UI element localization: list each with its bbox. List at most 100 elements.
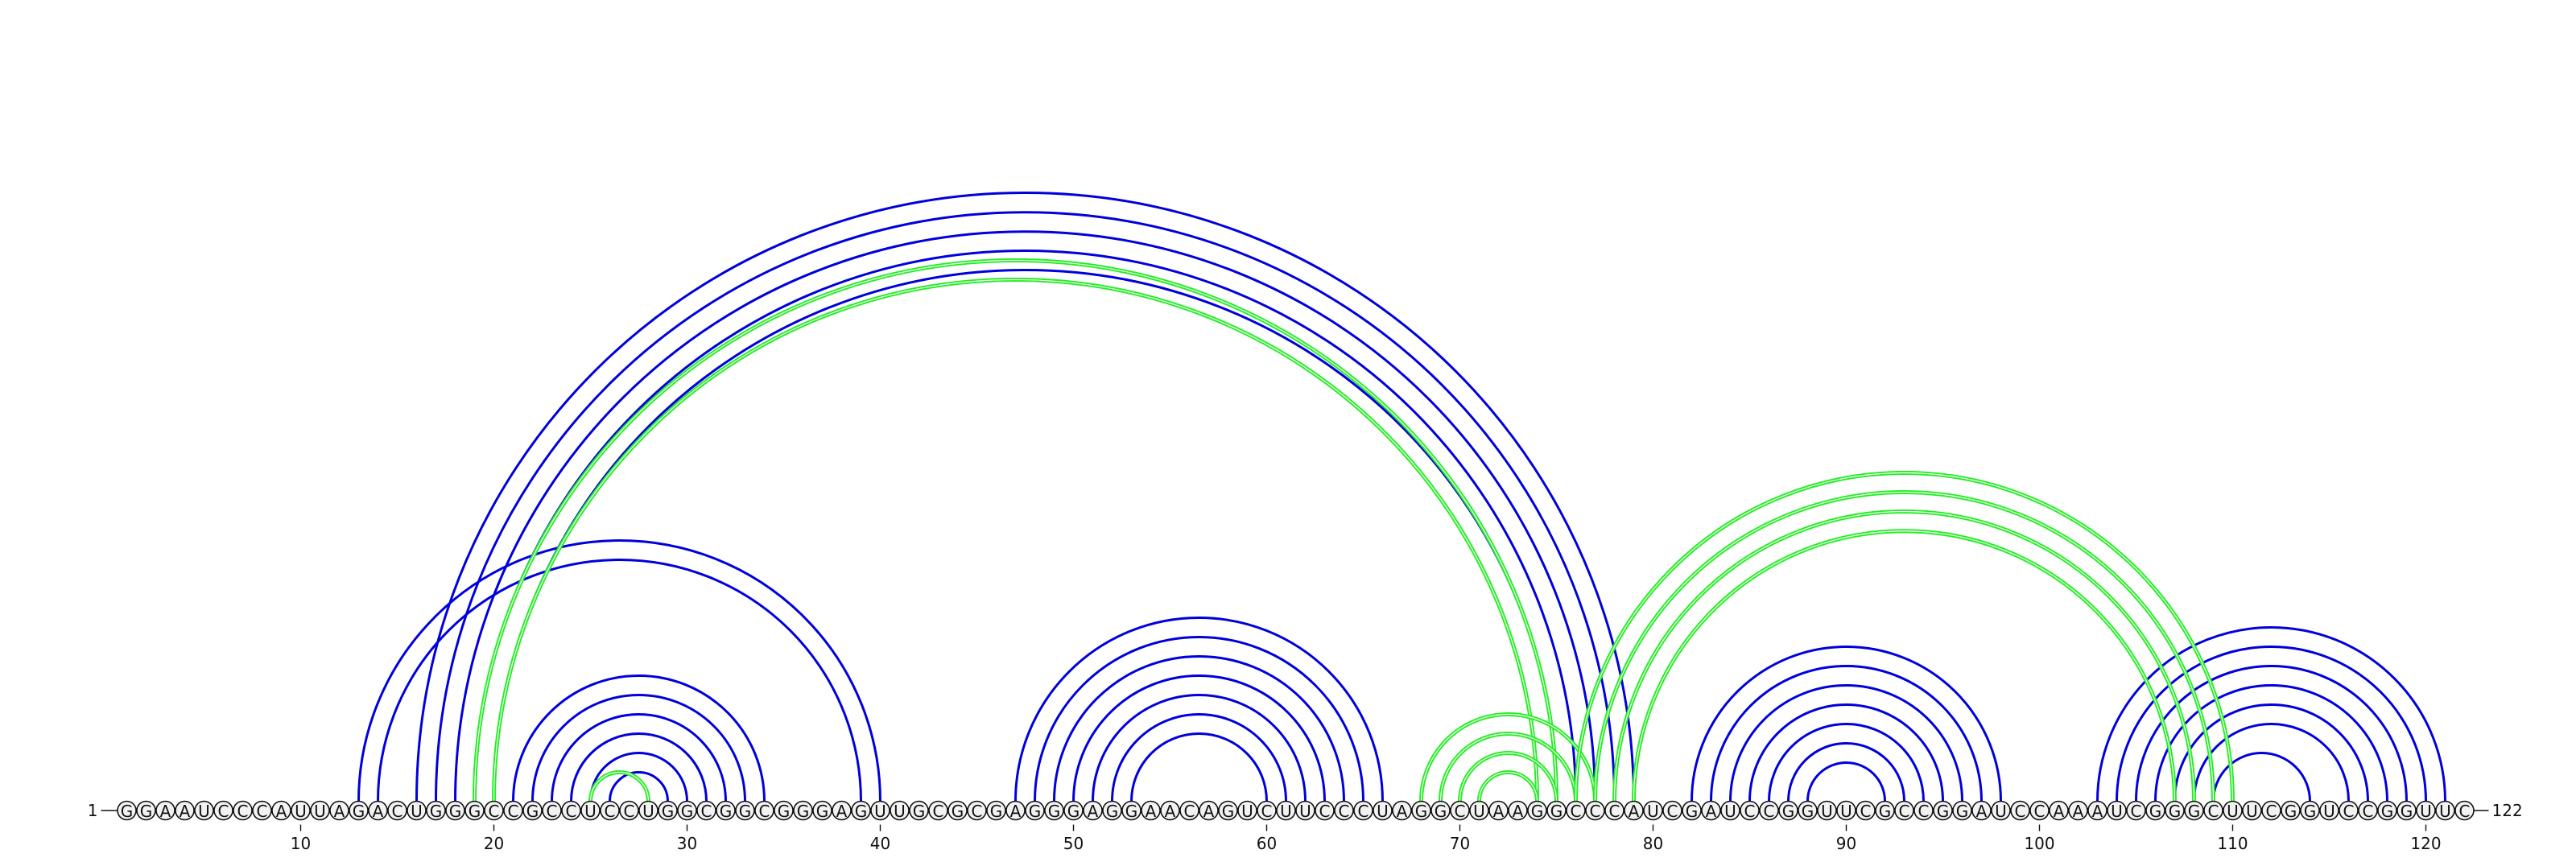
base-pair-arc-109-114 [2212,752,2311,802]
nucleotide-13: G [349,800,369,821]
nucleotide-letter: G [121,802,134,821]
nucleotide-circle [2242,800,2262,821]
nucleotide-letter: U [2111,802,2123,821]
nucleotide-23: C [542,800,562,821]
nucleotide-circle [1488,800,1509,821]
nucleotide-circle [909,800,929,821]
base-pair-arc-107-117 [2174,703,2369,802]
base-pair-arc-20-74-highlight [493,278,1538,802]
nucleotide-letter: C [701,802,712,821]
nucleotide-12: A [329,800,349,821]
nucleotide-circle [503,800,523,821]
nucleotide-119: G [2396,800,2417,821]
base-pair-arc-71-74 [1477,770,1539,802]
nucleotide-letter: G [1956,802,1969,821]
nucleotide-88: G [1798,800,1818,821]
nucleotide-circle [967,800,987,821]
nucleotide-107: G [2165,800,2185,821]
nucleotide-circle [658,800,678,821]
nucleotide-letter: A [160,802,171,821]
base-pair-arc-68-77 [1419,712,1597,802]
nucleotide-letter: C [1764,802,1775,821]
nucleotide-36: G [793,800,813,821]
nucleotide-78: C [1604,800,1624,821]
nucleotide-letter: C [1860,802,1872,821]
nucleotide-circle [1063,800,1084,821]
nucleotide-letter: C [933,802,944,821]
nucleotide-letter: G [1106,802,1119,821]
tick-label-30: 30 [677,834,697,853]
nucleotide-98: U [1991,800,2011,821]
nucleotide-letter: G [990,802,1003,821]
nucleotide-circle [2087,800,2107,821]
base-pair-arc-85-95 [1748,703,1944,802]
nucleotide-letter: U [2227,802,2239,821]
nucleotide-circle [1798,800,1818,821]
nucleotide-letter: U [411,802,423,821]
nucleotide-letter: G [2169,802,2182,821]
nucleotide-letter: G [1029,802,1042,821]
nucleotide-35: G [774,800,794,821]
nucleotide-letter: C [489,802,500,821]
nucleotide-circle [407,800,427,821]
base-pair-arc-76-110-highlight [1575,472,2234,802]
nucleotide-letter: U [1473,802,1485,821]
nucleotide-102: A [2068,800,2088,821]
base-pair-arc-24-31 [570,732,708,802]
nucleotide-51: A [1083,800,1103,821]
nucleotide-letter: G [1048,802,1061,821]
nucleotide-circle [1624,800,1644,821]
nucleotide-circle [1566,800,1586,821]
nucleotide-103: A [2087,800,2107,821]
nucleotide-letter: C [759,802,770,821]
nucleotide-letter: C [547,802,558,821]
nucleotide-letter: G [2188,802,2201,821]
nucleotide-circle [464,800,485,821]
nucleotide-circle [1778,800,1798,821]
base-pair-arc-105-119 [2135,665,2408,802]
nucleotide-117: C [2358,800,2378,821]
nucleotide-circle [793,800,813,821]
nucleotide-19: G [464,800,485,821]
tick-label-40: 40 [870,834,890,853]
nucleotide-circle [2300,800,2320,821]
nucleotide-letter: C [566,802,577,821]
nucleotide-68: G [1411,800,1431,821]
nucleotide-letter: G [720,802,733,821]
nucleotide-87: G [1778,800,1798,821]
nucleotide-letter: G [681,802,694,821]
nucleotide-28: U [638,800,658,821]
nucleotide-circle [175,800,195,821]
nucleotide-64: C [1334,800,1354,821]
nucleotide-letter: U [2439,802,2451,821]
nucleotide-letter: A [1706,802,1717,821]
nucleotide-letter: C [2131,802,2142,821]
nucleotide-65: C [1353,800,1373,821]
nucleotide-letter: U [314,802,326,821]
nucleotide-67: A [1392,800,1412,821]
nucleotide-circle [1102,800,1122,821]
nucleotide-53: G [1121,800,1141,821]
base-pair-arc-16-79 [415,192,1635,802]
base-pair-arc-70-75 [1458,751,1558,802]
nucleotide-letter: G [1802,802,1814,821]
nucleotide-letter: U [584,802,597,821]
nucleotide-circle [1179,800,1199,821]
nucleotide-60: C [1257,800,1277,821]
base-pair-arc-53-60 [1130,732,1268,802]
nucleotide-letter: A [1397,802,1408,821]
nucleotide-letter: A [1088,802,1099,821]
nucleotide-circle [1836,800,1856,821]
nucleotide-circle [1005,800,1026,821]
nucleotide-110: U [2223,800,2243,821]
nucleotide-24: C [561,800,581,821]
nucleotide-letter: U [1840,802,1852,821]
nucleotide-circle [696,800,716,821]
nucleotide-49: G [1044,800,1064,821]
nucleotide-circle [677,800,697,821]
nucleotide-letter: U [2246,802,2258,821]
nucleotide-73: A [1508,800,1528,821]
nucleotide-circle [2339,800,2359,821]
nucleotide-50: G [1063,800,1084,821]
